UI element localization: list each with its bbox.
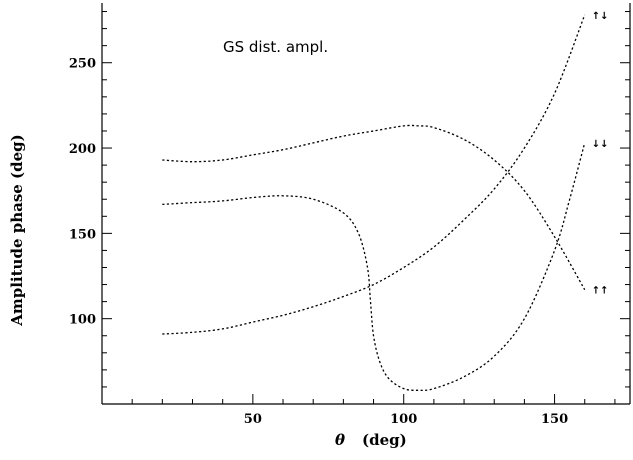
y-tick-label: 250: [69, 57, 96, 72]
x-tick-label: 100: [390, 412, 417, 427]
series-label-2: ↑↑: [592, 286, 609, 297]
x-axis-unit: (deg): [362, 431, 407, 449]
series-lines: [162, 14, 586, 392]
y-tick-label: 150: [69, 227, 96, 242]
x-axis-label: θ (deg): [335, 431, 407, 449]
y-tick-label: 200: [69, 142, 96, 157]
plot-frame: [101, 3, 631, 405]
axis-ticks: [102, 11, 630, 404]
series-label-0: ↑↓: [592, 11, 609, 22]
y-axis-label: Amplitude phase (deg): [8, 134, 26, 327]
series-line-0: [162, 14, 586, 335]
series-labels: ↑↓ ↓↓ ↑↑: [592, 11, 609, 297]
x-axis-symbol: θ: [335, 431, 345, 449]
series-line-1: [162, 142, 586, 392]
tick-labels: 50 100 150 100 150 200 250: [69, 57, 568, 427]
x-tick-label: 150: [541, 412, 568, 427]
y-tick-label: 100: [69, 313, 96, 328]
series-line-2: [162, 124, 586, 291]
x-tick-label: 50: [244, 412, 262, 427]
series-label-1: ↓↓: [592, 139, 609, 150]
chart-annotation: GS dist. ampl.: [223, 38, 328, 56]
